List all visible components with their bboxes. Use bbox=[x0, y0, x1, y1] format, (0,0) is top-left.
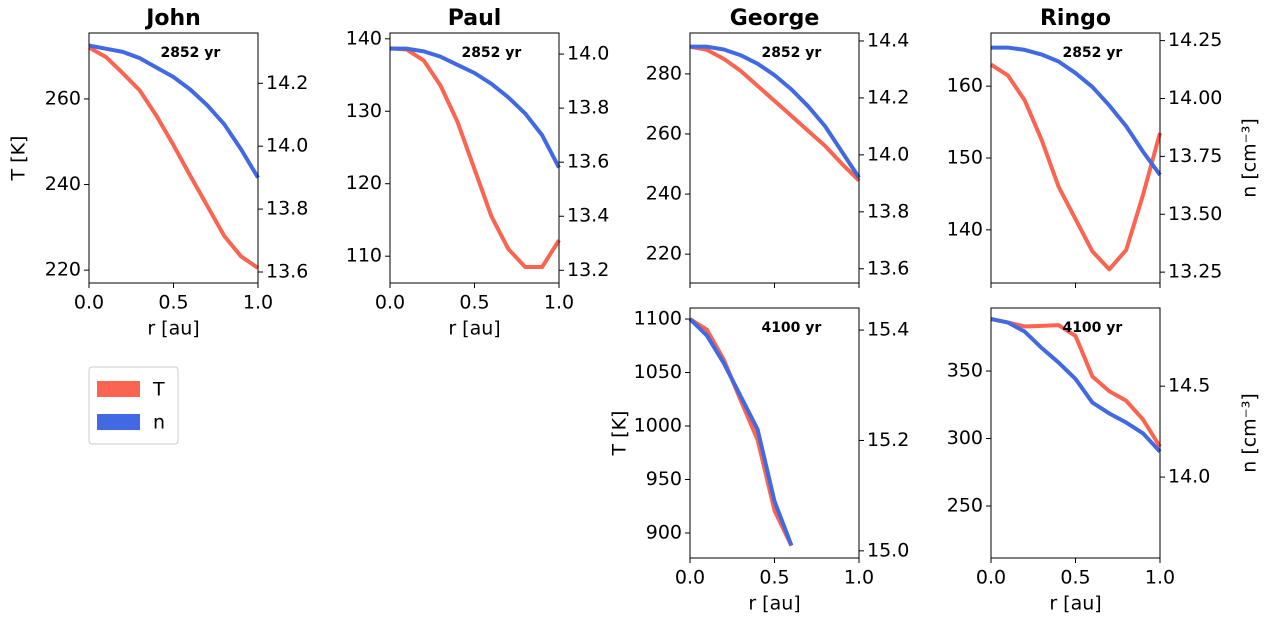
y-tick-label: 140 bbox=[346, 27, 382, 49]
y2-tick-label: 13.6 bbox=[867, 257, 909, 279]
y2-tick-label: 13.4 bbox=[567, 205, 609, 227]
x-axis-label: r [au] bbox=[748, 593, 800, 615]
annotation: 2852 yr bbox=[1062, 45, 1122, 61]
y2-tick-label: 14.0 bbox=[567, 43, 609, 65]
y2-tick-label: 13.25 bbox=[1168, 261, 1222, 283]
data-line bbox=[688, 317, 794, 547]
data-line bbox=[88, 45, 260, 270]
y2-tick-label: 15.2 bbox=[867, 429, 909, 451]
x-tick-label: 1.0 bbox=[844, 567, 874, 589]
y-tick-label: 250 bbox=[947, 495, 983, 517]
data-line bbox=[989, 62, 1162, 272]
x-tick-label: 1.0 bbox=[544, 292, 574, 314]
y-tick-label: 160 bbox=[947, 75, 983, 97]
y2-tick-label: 14.0 bbox=[1168, 466, 1210, 488]
y2-axis-label: n [cm⁻³] bbox=[1239, 118, 1261, 198]
y2-tick-label: 15.4 bbox=[867, 319, 909, 341]
y-tick-label: 240 bbox=[646, 183, 682, 205]
y2-tick-label: 13.50 bbox=[1168, 203, 1222, 225]
y-axis-label: T [K] bbox=[8, 136, 30, 182]
y2-tick-label: 14.25 bbox=[1168, 29, 1222, 51]
x-tick-label: 0.5 bbox=[759, 567, 789, 589]
data-line bbox=[991, 45, 1162, 177]
panel-title: Ringo bbox=[1040, 6, 1111, 31]
y-tick-label: 900 bbox=[646, 521, 682, 543]
x-tick-label: 0.0 bbox=[976, 567, 1006, 589]
data-line bbox=[88, 43, 260, 179]
y-tick-label: 280 bbox=[646, 62, 682, 84]
x-tick-label: 0.5 bbox=[158, 292, 188, 314]
y-tick-label: 350 bbox=[947, 360, 983, 382]
data-line bbox=[389, 46, 561, 270]
data-line bbox=[390, 46, 561, 169]
annotation: 4100 yr bbox=[1062, 320, 1122, 336]
x-tick-label: 0.0 bbox=[675, 567, 705, 589]
y-tick-label: 220 bbox=[45, 259, 81, 281]
x-axis-label: r [au] bbox=[448, 318, 500, 340]
y2-tick-label: 14.5 bbox=[1168, 375, 1210, 397]
x-axis-label: r [au] bbox=[1049, 593, 1101, 615]
y-tick-label: 120 bbox=[346, 172, 382, 194]
y-tick-label: 260 bbox=[45, 87, 81, 109]
data-line bbox=[688, 317, 794, 547]
legend-swatch bbox=[97, 414, 140, 430]
plot-frame bbox=[689, 32, 860, 284]
legend-label: n bbox=[153, 412, 165, 434]
x-axis-label: r [au] bbox=[147, 318, 199, 340]
plot-frame bbox=[990, 307, 1161, 559]
y-tick-label: 140 bbox=[947, 218, 983, 240]
y2-tick-label: 14.0 bbox=[266, 135, 308, 157]
y2-tick-label: 14.0 bbox=[867, 143, 909, 165]
y-axis-label: T [K] bbox=[609, 411, 631, 457]
x-tick-label: 1.0 bbox=[1145, 567, 1175, 589]
y-tick-label: 150 bbox=[947, 147, 983, 169]
y2-tick-label: 13.2 bbox=[567, 259, 609, 281]
y-tick-label: 1100 bbox=[634, 308, 682, 330]
x-tick-label: 0.0 bbox=[375, 292, 405, 314]
y2-tick-label: 13.6 bbox=[567, 151, 609, 173]
y-tick-label: 220 bbox=[646, 243, 682, 265]
y2-tick-label: 13.75 bbox=[1168, 145, 1222, 167]
legend-label: T bbox=[152, 379, 165, 401]
y2-tick-label: 13.8 bbox=[266, 198, 308, 220]
panel-title: George bbox=[730, 6, 820, 31]
annotation: 2852 yr bbox=[461, 45, 521, 61]
panel-title: John bbox=[144, 6, 201, 31]
plot-frame bbox=[990, 32, 1161, 284]
y-tick-label: 130 bbox=[346, 100, 382, 122]
y2-axis-label: n [cm⁻³] bbox=[1239, 393, 1261, 473]
y2-tick-label: 13.8 bbox=[867, 200, 909, 222]
plot-frame bbox=[389, 32, 560, 284]
y2-tick-label: 13.8 bbox=[567, 97, 609, 119]
y2-tick-label: 14.2 bbox=[867, 86, 909, 108]
legend-swatch bbox=[97, 381, 140, 397]
panel-title: Paul bbox=[448, 6, 502, 31]
x-tick-label: 0.0 bbox=[74, 292, 104, 314]
y-tick-label: 950 bbox=[646, 468, 682, 490]
y-tick-label: 240 bbox=[45, 173, 81, 195]
y-tick-label: 260 bbox=[646, 122, 682, 144]
annotation: 2852 yr bbox=[761, 45, 821, 61]
y-tick-label: 300 bbox=[947, 427, 983, 449]
y-tick-label: 1050 bbox=[634, 361, 682, 383]
x-tick-label: 0.5 bbox=[459, 292, 489, 314]
data-line bbox=[689, 44, 861, 182]
y2-tick-label: 14.2 bbox=[266, 72, 308, 94]
annotation: 2852 yr bbox=[160, 45, 220, 61]
y2-tick-label: 15.0 bbox=[867, 539, 909, 561]
y-tick-label: 110 bbox=[346, 245, 382, 267]
y2-tick-label: 14.4 bbox=[867, 29, 909, 51]
y-tick-label: 1000 bbox=[634, 414, 682, 436]
annotation: 4100 yr bbox=[761, 320, 821, 336]
y2-tick-label: 14.00 bbox=[1168, 87, 1222, 109]
x-tick-label: 1.0 bbox=[243, 292, 273, 314]
y2-tick-label: 13.6 bbox=[266, 260, 308, 282]
data-line bbox=[990, 316, 1162, 454]
data-line bbox=[690, 44, 861, 179]
data-line bbox=[990, 317, 1162, 448]
x-tick-label: 0.5 bbox=[1060, 567, 1090, 589]
